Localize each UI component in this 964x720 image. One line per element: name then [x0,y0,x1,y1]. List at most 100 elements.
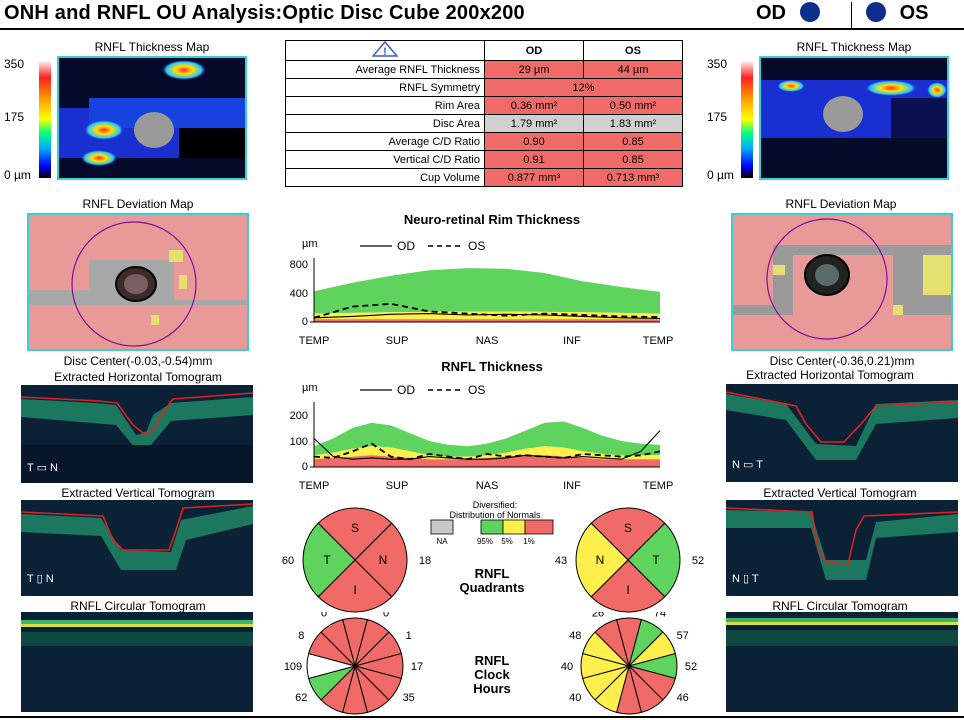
table-header-os: OS [583,40,683,61]
quadrant-I [590,559,666,613]
od-thickness-map [57,56,247,180]
rim-xtick: SUP [386,335,409,347]
row-os-value: 44 µm [583,60,683,79]
distribution-legend: Diversified: Distribution of Normals NA … [430,500,554,546]
legend-1: 1% [523,537,535,546]
od-circular-tomogram [21,612,253,712]
rim-legend-od: OD [397,239,415,253]
clock-value: 40 [561,661,573,673]
od-label: OD [756,2,786,24]
quadrant-letter-N: N [596,553,605,567]
row-os-value: 0.50 mm² [583,96,683,115]
clock-value: 48 [569,630,581,642]
clock-value: 38 [318,715,330,716]
series-os-line [313,302,661,319]
rim-ytick: 0 [302,316,308,328]
od-color-scale [39,60,51,178]
od-vertical-tomogram: T ▯ N [21,500,253,596]
tomo-n-label: N ▯ T [732,573,759,585]
os-quad-left: 43 [555,555,567,567]
footer-rule [0,716,964,718]
od-horizontal-tomogram: T ▭ N [21,385,253,483]
header-separator [851,2,852,28]
warning-cell: ! [285,40,485,61]
clock-value: 50 [592,715,604,716]
rnfl-legend-od: OD [397,383,415,397]
clock-value: 46 [677,692,689,704]
clock-value: 57 [677,630,689,642]
quadrant-T [302,522,356,598]
row-label: Average RNFL Thickness [285,60,485,79]
clock-value: 74 [654,612,666,619]
row-od-value: 0.91 [484,150,584,169]
od-scale-mid: 175 [4,110,25,124]
os-scale-max: 350 [707,57,728,71]
quadrant-T [627,522,681,598]
rnfl-chart: µm OD OS 200 100 0 TEMP SUP NAS INF TEMP [290,382,674,492]
table-row: Rim Area 0.36 mm² 0.50 mm² [285,96,683,115]
os-scale-mid: 175 [707,110,728,124]
row-label: RNFL Symmetry [285,78,485,97]
os-dot-icon [866,2,886,22]
page-title: ONH and RNFL OU Analysis:Optic Disc Cube… [4,2,525,24]
rnfl-ytick: 0 [302,461,308,473]
rnfl-ytick: 200 [290,410,308,422]
svg-text:!: ! [383,46,387,57]
rnfl-xtick: NAS [476,480,499,492]
tomo-t-label: T ▯ N [27,573,54,585]
clock-value: 1 [406,630,412,642]
normal-band-yellow [314,446,660,460]
quadrant-letter-N: N [379,553,388,567]
os-horizontal-tomogram: N ▭ T [726,384,958,482]
series-os-line [313,442,661,461]
rim-xtick: TEMP [299,335,330,347]
clock-value: 40 [569,692,581,704]
quadrant-S [590,507,666,561]
legend-title1: Diversified: [473,500,518,510]
warning-icon: ! [371,40,399,58]
legend-95: 95% [477,537,493,546]
table-row: Average C/D Ratio 0.90 0.85 [285,132,683,151]
quadrant-letter-I: I [626,583,629,597]
os-quad-right: 52 [692,555,704,567]
normal-band-green [314,268,660,314]
table-row: Cup Volume 0.877 mm³ 0.713 mm³ [285,168,683,187]
quadrant-S [317,507,393,561]
row-label: Cup Volume [285,168,485,187]
os-clock-chart: 117457524640465040404826 [561,612,697,716]
row-od-value: 29 µm [484,60,584,79]
row-od-value: 1.79 mm² [484,114,584,133]
os-header: OS [866,2,928,25]
clock-value: 8 [298,630,304,642]
clock-value: 17 [411,661,423,673]
clock-value: 26 [592,612,604,619]
od-quad-left: 60 [282,555,294,567]
rim-chart: µm OD OS 800 400 0 TEMP SUP NAS INF TEMP [290,238,674,347]
os-circular-tomogram-label: RNFL Circular Tomogram [772,599,908,613]
rim-ytick: 400 [290,288,308,300]
row-label: Rim Area [285,96,485,115]
rnfl-unit: µm [302,382,318,394]
quadrant-I [317,559,393,613]
os-scale-min: 0 µm [707,168,734,182]
rim-xtick: TEMP [643,335,674,347]
quadrant-letter-I: I [353,583,356,597]
row-os-value: 1.83 mm² [583,114,683,133]
os-vertical-tomogram: N ▯ T [726,500,958,596]
quadrants-label: RNFL Quadrants [459,566,525,595]
os-horizontal-tomogram-label: Extracted Horizontal Tomogram [746,368,914,382]
legend-na: NA [436,537,448,546]
od-horizontal-tomogram-label: Extracted Horizontal Tomogram [54,370,222,384]
od-disc-center: Disc Center(-0.03,-0.54)mm [63,354,213,368]
rim-legend-os: OS [468,239,485,253]
quadrant-letter-S: S [351,521,359,535]
measurement-table: ! OD OS Average RNFL Thickness 29 µm 44 … [285,40,683,187]
os-thickness-map [759,56,949,180]
rnfl-ytick: 100 [290,436,308,448]
tomo-n-label: N ▭ T [732,459,763,471]
legend-5: 5% [501,537,513,546]
od-deviation-map [27,213,249,351]
od-circular-tomogram-label: RNFL Circular Tomogram [70,599,206,613]
table-row: RNFL Symmetry 12% [285,78,683,97]
row-os-value: 0.85 [583,132,683,151]
